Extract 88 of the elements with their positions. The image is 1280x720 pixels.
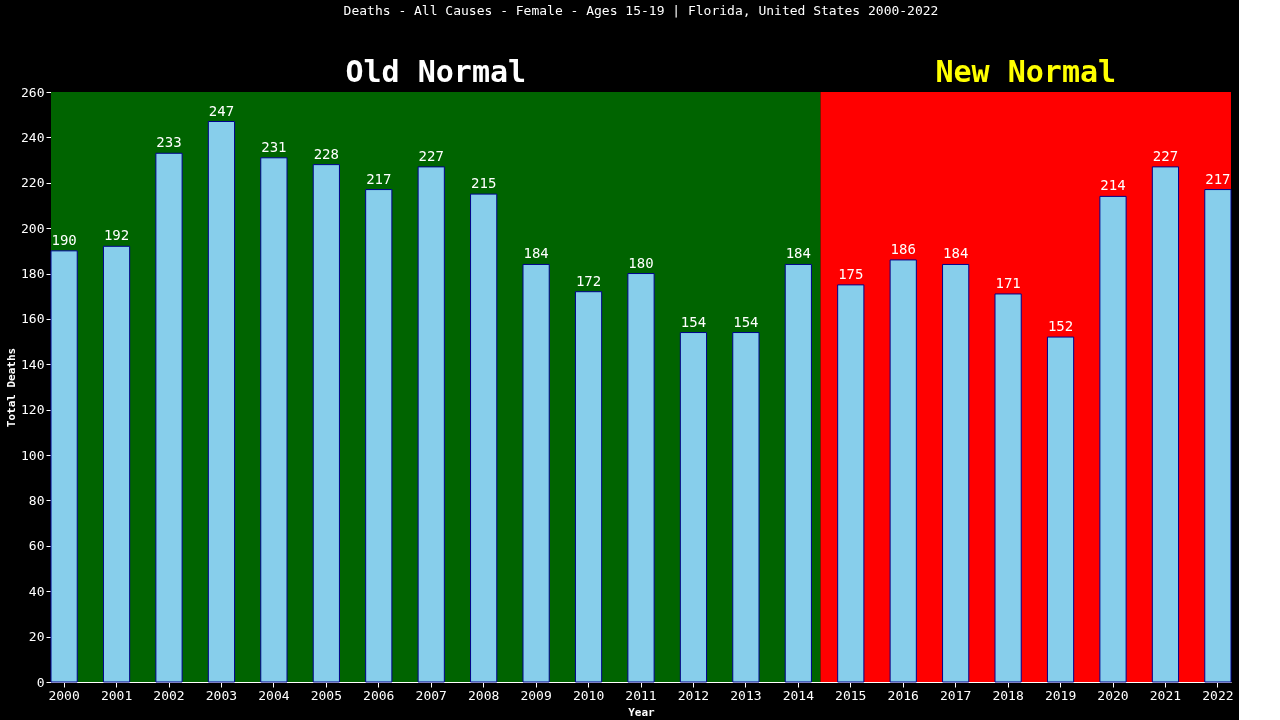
bar <box>994 293 1022 683</box>
x-tick-label: 2012 <box>677 687 710 703</box>
bar <box>417 166 445 683</box>
bar <box>312 164 340 683</box>
x-tick-label: 2014 <box>782 687 815 703</box>
y-tick-label: 120 <box>21 402 45 418</box>
x-tick-label: 2017 <box>940 687 972 703</box>
y-tick-label: 100 <box>21 447 45 463</box>
x-tick-label: 2010 <box>572 687 605 703</box>
x-tick-label: 2013 <box>730 687 762 703</box>
y-tick-label: 240 <box>21 129 45 145</box>
data-label: 184 <box>785 245 811 262</box>
bar <box>470 193 498 683</box>
data-label: 227 <box>1152 147 1179 164</box>
bar <box>207 121 236 683</box>
data-label: 180 <box>628 254 654 271</box>
x-tick-label: 2007 <box>415 687 447 703</box>
bar <box>522 263 550 683</box>
y-tick-label: 60 <box>28 538 45 554</box>
data-label: 175 <box>838 265 864 282</box>
band-label: New Normal <box>935 54 1117 89</box>
bar <box>627 273 655 683</box>
x-tick-label: 2004 <box>258 687 290 703</box>
x-tick-label: 2006 <box>363 687 395 703</box>
x-tick-label: 2003 <box>205 687 238 703</box>
bar <box>102 245 131 683</box>
bar <box>1046 336 1075 683</box>
bar <box>260 157 288 683</box>
data-label: 192 <box>103 227 130 244</box>
bar <box>50 250 78 683</box>
x-tick-label: 2022 <box>1202 687 1234 703</box>
data-label: 184 <box>523 245 549 262</box>
x-tick-label: 2000 <box>48 687 80 703</box>
data-label: 152 <box>1047 318 1074 335</box>
y-axis-title: Total Deaths <box>5 347 19 428</box>
y-tick-label: 180 <box>21 266 45 282</box>
y-tick-label: 20 <box>28 629 45 645</box>
y-tick-label: 80 <box>28 492 45 508</box>
x-tick-label: 2018 <box>992 687 1024 703</box>
data-label: 172 <box>575 272 602 289</box>
x-tick-label: 2001 <box>100 687 133 703</box>
chart-title: Deaths - All Causes - Female - Ages 15-19 | Florida, United States 2000-2022 <box>343 3 939 18</box>
y-tick-label: 0 <box>36 674 45 690</box>
data-label: 217 <box>1205 170 1231 187</box>
bar <box>1204 189 1232 683</box>
bar <box>889 259 917 683</box>
y-tick-label: 260 <box>21 84 45 100</box>
x-tick-label: 2015 <box>835 687 867 703</box>
x-tick-label: 2009 <box>520 687 552 703</box>
bar <box>574 291 603 683</box>
y-tick-label: 200 <box>21 220 45 236</box>
bar <box>365 189 393 683</box>
data-label: 154 <box>680 313 707 330</box>
data-label: 247 <box>208 102 235 119</box>
data-label: 217 <box>366 170 392 187</box>
band-label: Old Normal <box>345 54 527 89</box>
data-label: 228 <box>313 145 339 162</box>
data-label: 231 <box>261 138 287 155</box>
bar <box>784 263 812 683</box>
x-tick-label: 2016 <box>887 687 919 703</box>
bar <box>837 284 865 683</box>
data-label: 214 <box>1100 177 1126 194</box>
x-tick-label: 2011 <box>625 687 657 703</box>
data-label: 190 <box>51 231 77 248</box>
data-label: 227 <box>418 147 444 164</box>
data-label: 233 <box>156 134 182 151</box>
y-tick-label: 140 <box>21 356 45 372</box>
x-tick-label: 2020 <box>1097 687 1129 703</box>
y-tick-label: 40 <box>28 583 45 599</box>
bar <box>732 332 760 683</box>
x-tick-label: 2008 <box>468 687 500 703</box>
bar <box>942 263 970 683</box>
x-tick-label: 2002 <box>153 687 185 703</box>
x-tick-label: 2005 <box>310 687 342 703</box>
bar <box>1151 166 1180 683</box>
data-label: 154 <box>733 313 759 330</box>
bar <box>679 332 708 683</box>
data-label: 186 <box>890 240 916 257</box>
x-tick-label: 2021 <box>1149 687 1182 703</box>
bar <box>155 152 183 683</box>
data-label: 171 <box>995 274 1021 291</box>
data-label: 215 <box>471 175 497 192</box>
x-tick-label: 2019 <box>1044 687 1077 703</box>
data-label: 184 <box>943 245 969 262</box>
y-tick-label: 220 <box>21 175 45 191</box>
y-tick-label: 160 <box>21 311 45 327</box>
x-axis-title: Year <box>628 705 656 719</box>
bar <box>1099 195 1127 683</box>
